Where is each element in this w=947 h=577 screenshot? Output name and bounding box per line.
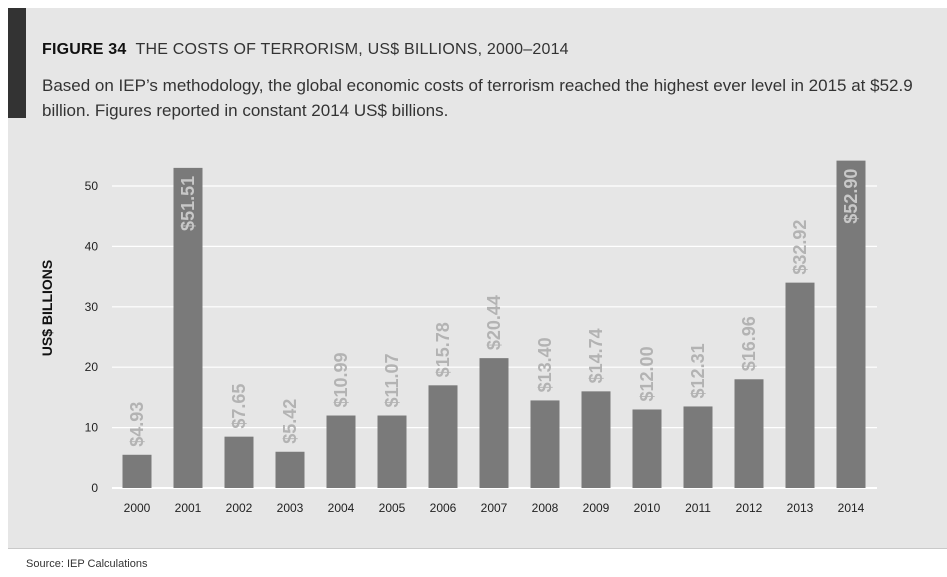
value-label-2009: $14.74 <box>586 328 606 383</box>
figure-title: FIGURE 34 THE COSTS OF TERRORISM, US$ BI… <box>42 41 569 59</box>
x-tick-label: 2001 <box>175 501 202 515</box>
bar-2012 <box>734 379 764 488</box>
x-tick-label: 2011 <box>685 501 711 515</box>
y-tick-label: 10 <box>85 421 99 435</box>
figure-title-text: THE COSTS OF TERRORISM, US$ BILLIONS, 20… <box>135 41 569 58</box>
value-label-2000: $4.93 <box>127 402 147 447</box>
value-labels: $4.93 $51.51 $7.65 $5.42 $10.99 $11.07 $15.78 $… <box>127 169 861 447</box>
source-note: Source: IEP Calculations <box>26 558 148 570</box>
value-label-2002: $7.65 <box>229 384 249 429</box>
x-tick-label: 2004 <box>328 501 355 515</box>
bar-2013 <box>785 282 815 488</box>
accent-bar <box>8 8 26 118</box>
x-tick-label: 2009 <box>583 501 610 515</box>
y-axis-label: US$ BILLIONS <box>39 260 55 356</box>
x-tick-label: 2000 <box>124 501 151 515</box>
x-tick-label: 2006 <box>430 501 457 515</box>
y-tick-label: 40 <box>85 239 99 253</box>
x-tick-label: 2008 <box>532 501 559 515</box>
value-label-2001: $51.51 <box>178 176 198 231</box>
x-tick-label: 2014 <box>838 501 865 515</box>
bar-2004 <box>326 415 356 488</box>
bar-2005 <box>377 415 407 488</box>
x-tick-label: 2003 <box>277 501 304 515</box>
bar-2001 <box>173 167 203 488</box>
value-label-2004: $10.99 <box>331 352 351 407</box>
bar-2003 <box>275 451 305 488</box>
x-tick-label: 2002 <box>226 501 253 515</box>
bar-2000 <box>122 454 152 488</box>
value-label-2014: $52.90 <box>841 169 861 224</box>
value-label-2005: $11.07 <box>382 353 402 407</box>
bar-2009 <box>581 391 611 488</box>
bars <box>122 160 866 488</box>
x-tick-label: 2010 <box>634 501 661 515</box>
y-tick-label: 50 <box>85 179 99 193</box>
footer-divider <box>8 548 947 549</box>
value-label-2011: $12.31 <box>688 343 708 398</box>
x-tick-label: 2005 <box>379 501 406 515</box>
value-label-2006: $15.78 <box>433 322 453 377</box>
y-tick-labels: 0 10 20 30 40 50 <box>85 179 99 495</box>
bar-2010 <box>632 409 662 488</box>
value-label-2008: $13.40 <box>535 337 555 392</box>
value-label-2013: $32.92 <box>790 220 810 275</box>
value-label-2010: $12.00 <box>637 346 657 401</box>
figure-label: FIGURE 34 <box>42 41 127 58</box>
bar-2014 <box>836 160 866 488</box>
figure-subtitle: Based on IEP’s methodology, the global e… <box>42 76 913 120</box>
value-label-2003: $5.42 <box>280 399 300 444</box>
y-tick-label: 0 <box>91 481 98 495</box>
value-label-2012: $16.96 <box>739 316 759 371</box>
bar-2006 <box>428 385 458 488</box>
x-tick-labels: 2000 2001 2002 2003 2004 2005 2006 2007 2008 2009… <box>124 501 865 515</box>
value-label-2007: $20.44 <box>484 295 504 350</box>
bar-2011 <box>683 406 713 488</box>
bar-2008 <box>530 400 560 488</box>
x-tick-label: 2013 <box>787 501 814 515</box>
y-tick-label: 20 <box>85 360 99 374</box>
bar-2007 <box>479 358 509 488</box>
x-tick-label: 2012 <box>736 501 763 515</box>
y-tick-label: 30 <box>85 300 99 314</box>
bar-2002 <box>224 436 254 488</box>
x-tick-label: 2007 <box>481 501 508 515</box>
